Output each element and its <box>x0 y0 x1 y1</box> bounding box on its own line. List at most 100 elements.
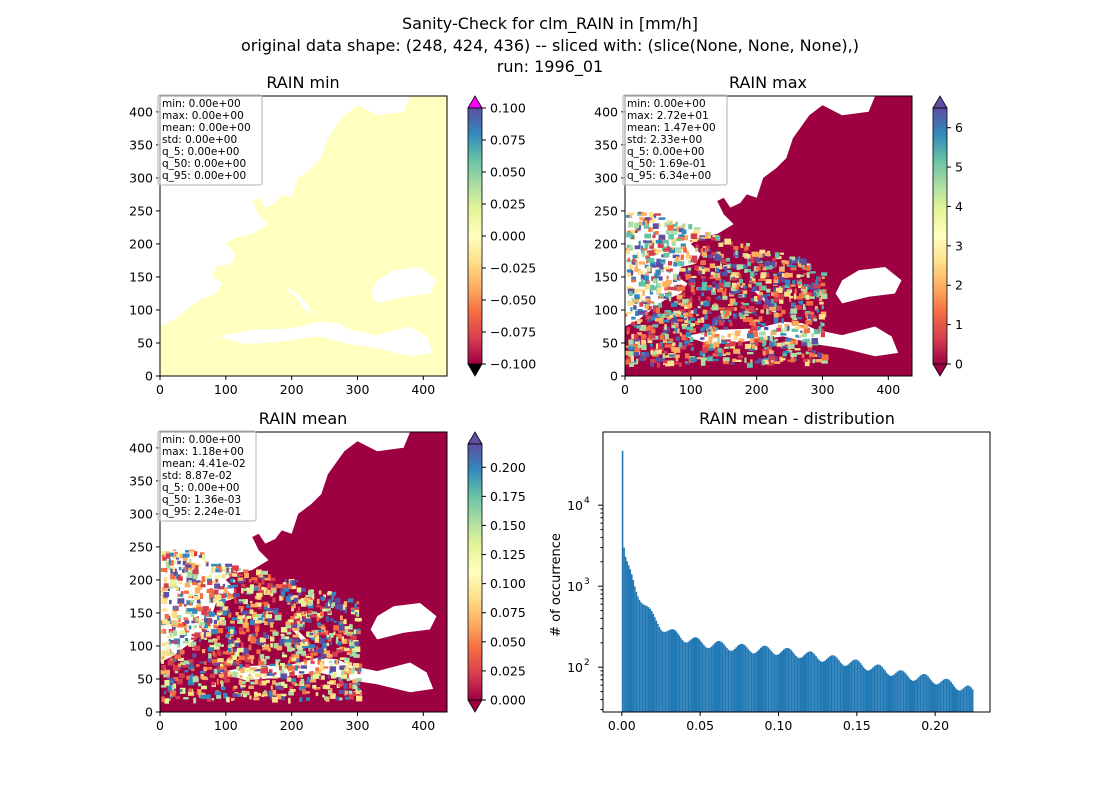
rain-cell <box>218 575 221 579</box>
histogram-bar <box>875 665 877 712</box>
rain-cell <box>172 630 177 637</box>
rain-cell <box>813 283 821 289</box>
rain-cell <box>299 620 303 626</box>
rain-cell <box>254 619 262 624</box>
rain-cell <box>650 343 653 348</box>
rain-cell <box>650 362 654 367</box>
rain-cell <box>197 689 202 695</box>
rain-cell <box>338 689 346 694</box>
rain-cell <box>179 630 186 636</box>
rain-cell <box>644 272 649 276</box>
rain-cell <box>174 669 178 673</box>
rain-cell <box>762 304 770 309</box>
rain-cell <box>355 678 362 682</box>
rain-cell <box>700 360 706 366</box>
rain-cell <box>232 584 239 588</box>
rain-cell <box>161 649 167 655</box>
rain-cell <box>786 272 793 278</box>
rain-cell <box>632 344 637 347</box>
rain-cell <box>356 619 360 622</box>
rain-cell <box>179 673 185 678</box>
rain-cell <box>204 614 207 619</box>
rain-cell <box>259 681 262 686</box>
rain-cell <box>743 264 746 269</box>
histogram-bar <box>961 689 963 712</box>
rain-cell <box>183 604 187 607</box>
rain-cell <box>280 665 288 670</box>
rain-cell <box>206 632 212 637</box>
rain-cell <box>175 696 180 700</box>
histogram-bar <box>950 681 952 712</box>
rain-cell <box>771 292 776 296</box>
rain-cell <box>727 304 734 307</box>
rain-cell <box>229 578 235 583</box>
rain-cell <box>776 305 782 311</box>
histogram-bar <box>835 656 837 712</box>
rain-cell <box>688 224 693 230</box>
rain-cell <box>188 688 193 693</box>
rain-cell <box>325 642 330 647</box>
histogram-bar <box>795 656 797 712</box>
rain-cell <box>631 316 636 320</box>
rain-cell <box>316 598 320 605</box>
rain-cell <box>722 361 729 365</box>
rain-cell <box>241 583 246 588</box>
rain-cell <box>771 360 774 363</box>
rain-cell <box>161 587 167 592</box>
y-tick-label: 10 <box>567 579 583 594</box>
histogram-bar <box>864 669 866 712</box>
rain-cell <box>241 610 248 615</box>
rain-cell <box>634 294 640 300</box>
rain-cell <box>205 694 211 699</box>
rain-cell <box>819 301 824 305</box>
histogram-bar <box>654 617 656 712</box>
rain-cell <box>202 554 206 560</box>
rain-cell <box>650 227 654 233</box>
rain-cell <box>640 245 644 252</box>
rain-cell <box>722 295 728 300</box>
rain-cell <box>310 648 313 652</box>
rain-cell <box>806 272 810 278</box>
rain-cell <box>165 595 168 598</box>
rain-cell <box>763 267 767 271</box>
colorbar-tick-label: 0.000 <box>490 229 526 244</box>
rain-cell <box>712 281 716 285</box>
rain-cell <box>718 307 726 310</box>
rain-cell <box>632 258 636 261</box>
rain-cell <box>673 351 677 354</box>
rain-cell <box>167 652 174 655</box>
rain-cell <box>217 649 221 653</box>
rain-cell <box>222 610 227 616</box>
y-tick-label: 350 <box>129 473 153 488</box>
rain-cell <box>627 346 635 350</box>
rain-cell <box>715 235 721 241</box>
rain-cell <box>296 658 300 663</box>
rain-cell <box>305 691 310 694</box>
rain-cell <box>234 640 241 643</box>
rain-cell <box>161 598 168 604</box>
rain-cell <box>183 660 191 665</box>
rain-cell <box>673 273 677 279</box>
y-tick-label: 100 <box>129 638 153 653</box>
panel-rain-mean: RAIN mean 0 100 200 300 40005010015020025030… <box>129 409 526 733</box>
rain-cell <box>238 655 245 661</box>
rain-cell <box>258 582 262 587</box>
rain-cell <box>196 604 202 609</box>
histogram-bar <box>893 674 896 712</box>
rain-cell <box>337 641 342 646</box>
rain-cell <box>250 667 257 671</box>
rain-cell <box>219 664 225 670</box>
rain-cell <box>699 350 706 356</box>
rain-cell <box>684 353 690 359</box>
rain-cell <box>343 657 350 663</box>
rain-cell <box>248 634 252 640</box>
rain-cell <box>718 242 724 247</box>
rain-cell <box>723 266 728 271</box>
y-tick-label: 0 <box>610 369 618 384</box>
histogram-bar <box>718 640 721 712</box>
rain-cell <box>757 327 761 330</box>
colorbar-extend-top <box>467 95 483 109</box>
rain-cell <box>648 227 652 232</box>
rain-cell <box>764 252 770 256</box>
